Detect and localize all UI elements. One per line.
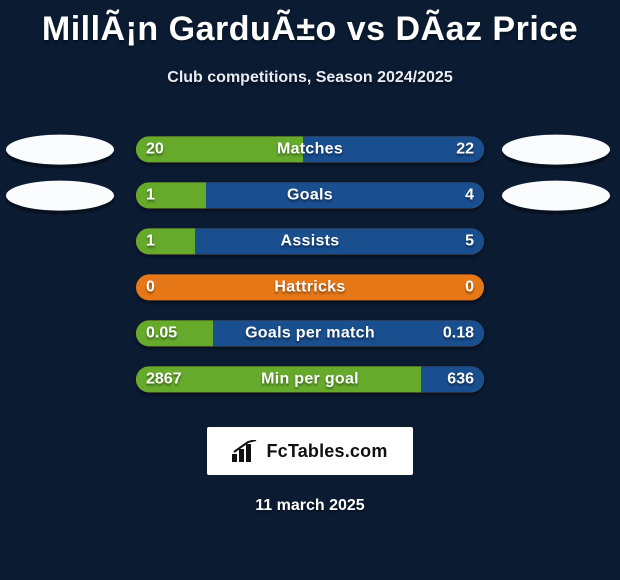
page-title: MillÃ¡n GarduÃ±o vs DÃ­az Price (0, 10, 620, 49)
branding-badge: FcTables.com (207, 427, 413, 475)
stat-row: 0.050.18Goals per match (0, 313, 620, 359)
stat-row: 14Goals (0, 175, 620, 221)
stat-label: Hattricks (136, 274, 484, 300)
stat-bar: 0.050.18Goals per match (136, 320, 484, 346)
date-label: 11 march 2025 (0, 497, 620, 515)
stat-bar: 00Hattricks (136, 274, 484, 300)
stat-rows: 2022Matches 14Goals 15Assists 00Hattricks 0.… (0, 129, 620, 405)
stat-bar: 15Assists (136, 228, 484, 254)
stat-row: 00Hattricks (0, 267, 620, 313)
stat-label: Goals (136, 182, 484, 208)
stat-label: Min per goal (136, 366, 484, 392)
subtitle: Club competitions, Season 2024/2025 (0, 69, 620, 87)
branding-text: FcTables.com (266, 441, 387, 462)
player-right-badge (502, 181, 610, 211)
stat-row: 2867636Min per goal (0, 359, 620, 405)
stat-row: 2022Matches (0, 129, 620, 175)
player-left-badge (6, 135, 114, 165)
stat-label: Assists (136, 228, 484, 254)
fctables-logo-icon (232, 440, 258, 462)
player-left-badge (6, 181, 114, 211)
comparison-card: MillÃ¡n GarduÃ±o vs DÃ­az Price Club com… (0, 0, 620, 515)
stat-label: Goals per match (136, 320, 484, 346)
player-right-badge (502, 135, 610, 165)
stat-bar: 2867636Min per goal (136, 366, 484, 392)
stat-bar: 2022Matches (136, 136, 484, 162)
stat-label: Matches (136, 136, 484, 162)
stat-row: 15Assists (0, 221, 620, 267)
stat-bar: 14Goals (136, 182, 484, 208)
